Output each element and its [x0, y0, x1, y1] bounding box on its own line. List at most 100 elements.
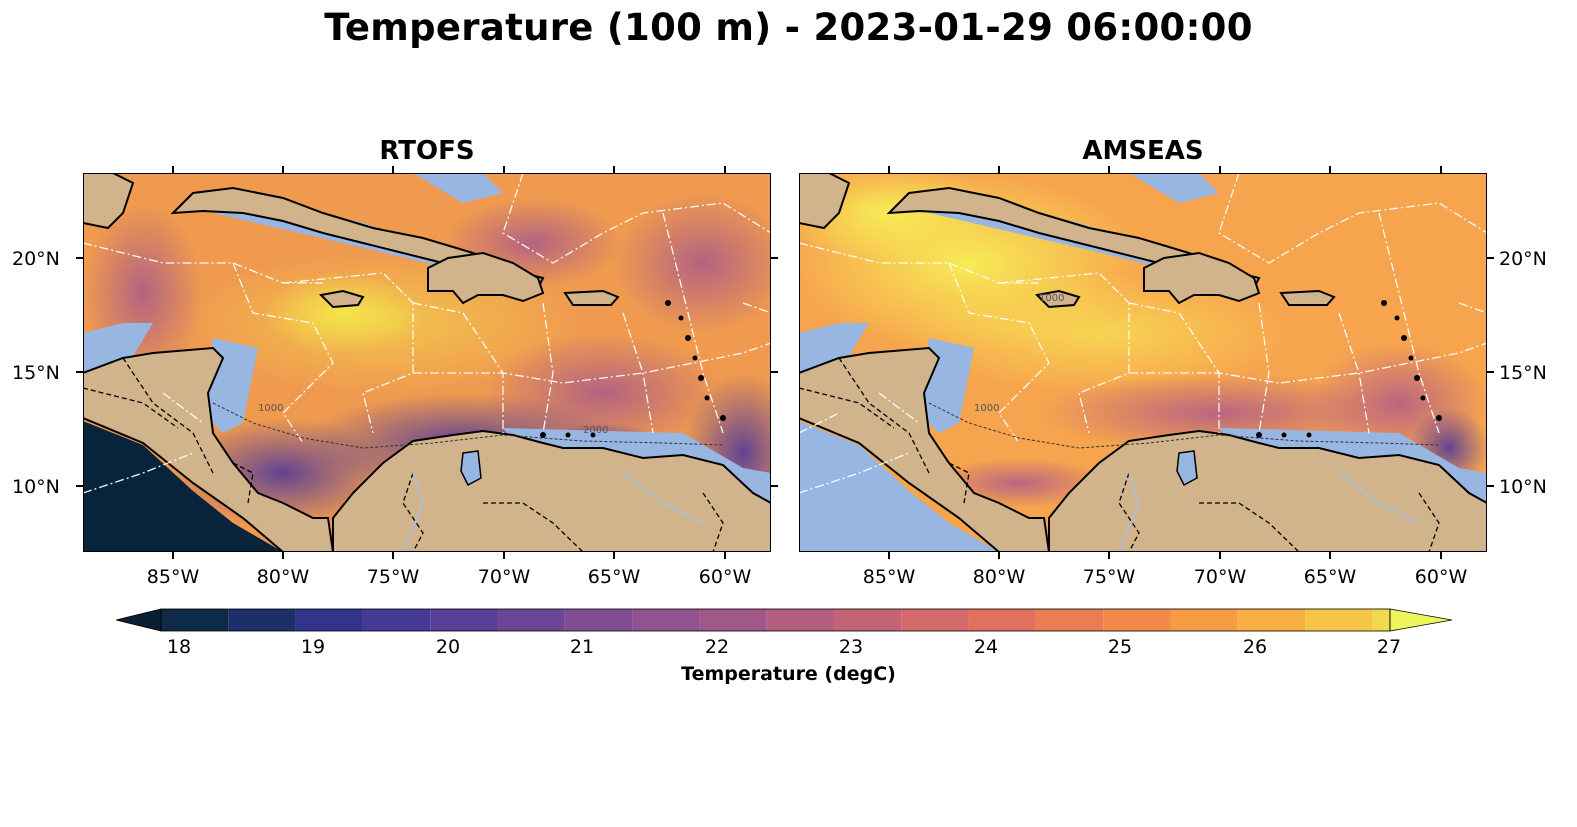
island — [692, 355, 698, 361]
colorbar-bin — [1305, 609, 1373, 631]
lon-label: 80°W — [256, 566, 310, 588]
shelf — [1129, 173, 1219, 203]
colorbar-bin — [632, 609, 700, 631]
colorbar-bin — [430, 609, 498, 631]
eez-line — [799, 242, 1039, 284]
island — [665, 300, 671, 306]
contour-label: 1000 — [974, 403, 999, 414]
lat-label-right: 20°N — [1499, 248, 1547, 270]
lat-label-left: 20°N — [12, 248, 60, 270]
colorbar-extend-high — [1389, 608, 1452, 632]
eez-line — [622, 312, 654, 434]
lake-maracaibo — [460, 450, 482, 487]
colorbar — [116, 608, 1452, 632]
eez-line — [1218, 173, 1487, 264]
border — [122, 357, 214, 474]
contour-label: 2000 — [583, 425, 608, 436]
eez-line — [1378, 212, 1440, 434]
land-south-america — [332, 429, 771, 552]
river — [1118, 472, 1140, 552]
land-south-america — [1048, 429, 1487, 552]
colorbar-bin — [968, 609, 1036, 631]
colorbar-tick-label: 20 — [435, 636, 461, 658]
eez-line — [83, 242, 323, 284]
lat-label-right: 10°N — [1499, 476, 1547, 498]
colorbar-tick-label: 25 — [1107, 636, 1133, 658]
lat-label-left: 15°N — [12, 362, 60, 384]
colorbar-bin — [1237, 609, 1306, 631]
island — [1394, 315, 1400, 321]
panel-title-rtofs: RTOFS — [379, 136, 475, 166]
island — [685, 335, 691, 341]
colorbar-bin — [362, 609, 431, 631]
map-frame — [83, 173, 771, 552]
colorbar-bin — [497, 609, 565, 631]
island — [1306, 432, 1312, 438]
land-hispaniola — [427, 251, 545, 305]
river — [622, 472, 704, 524]
border — [83, 387, 179, 429]
eez-line — [412, 302, 504, 433]
island — [704, 395, 710, 401]
colorbar-label: Temperature (degC) — [681, 663, 896, 685]
eez-line — [1128, 302, 1220, 433]
depth-contour — [212, 402, 724, 449]
land-mexico — [83, 173, 135, 230]
river — [1338, 472, 1420, 524]
eez-line — [83, 452, 194, 494]
land-central-america — [83, 346, 335, 552]
colorbar-bin — [161, 609, 229, 631]
lon-label: 70°W — [1193, 566, 1247, 588]
land-mexico — [799, 173, 851, 230]
river — [402, 472, 424, 552]
lake-maracaibo — [1176, 450, 1198, 487]
eez-line — [282, 272, 414, 434]
eez-line — [162, 392, 204, 424]
map-panel-amseas: 1000 1000 — [799, 173, 1487, 552]
colorbar-tick-label: 24 — [973, 636, 999, 658]
colorbar-bin — [699, 609, 767, 631]
lon-label: 75°W — [366, 566, 420, 588]
colorbar-extend-low — [116, 608, 162, 632]
colorbar-tick-label: 23 — [838, 636, 864, 658]
colorbar-bin — [766, 609, 834, 631]
eez-line — [799, 452, 910, 494]
lon-label: 60°W — [698, 566, 752, 588]
island — [565, 432, 571, 438]
colorbar-bin — [901, 609, 969, 631]
lon-label: 60°W — [1414, 566, 1468, 588]
eez-line — [502, 173, 771, 264]
lon-label: 85°W — [146, 566, 200, 588]
shelf — [413, 173, 503, 203]
island — [1281, 432, 1287, 438]
lon-label: 85°W — [862, 566, 916, 588]
figure-title: Temperature (100 m) - 2023-01-29 06:00:0… — [324, 6, 1253, 49]
border — [1418, 492, 1440, 552]
colorbar-bin — [228, 609, 296, 631]
colorbar-tick-label: 22 — [704, 636, 730, 658]
colorbar-bin — [1372, 609, 1390, 631]
eez-line — [1258, 302, 1270, 434]
colorbar-tick-label: 19 — [300, 636, 326, 658]
island — [678, 315, 684, 321]
eez-line — [742, 302, 771, 314]
colorbar-tick-label: 18 — [166, 636, 192, 658]
eez-line — [1129, 342, 1487, 384]
map-panel-rtofs: 1000 2000 — [83, 173, 771, 552]
island — [720, 415, 726, 421]
island — [1381, 300, 1387, 306]
lon-label: 80°W — [972, 566, 1026, 588]
eez-line — [1338, 312, 1370, 434]
depth-contour — [928, 402, 1440, 449]
eez-line — [662, 212, 724, 434]
land-puerto-rico — [563, 289, 620, 306]
border — [232, 462, 254, 504]
island — [540, 432, 546, 438]
eez-line — [799, 412, 840, 434]
eez-line — [232, 262, 334, 444]
island — [1436, 415, 1442, 421]
contour-label: 1000 — [1039, 293, 1064, 304]
land-jamaica — [318, 289, 365, 309]
colorbar-bin — [834, 609, 902, 631]
border — [483, 502, 584, 552]
